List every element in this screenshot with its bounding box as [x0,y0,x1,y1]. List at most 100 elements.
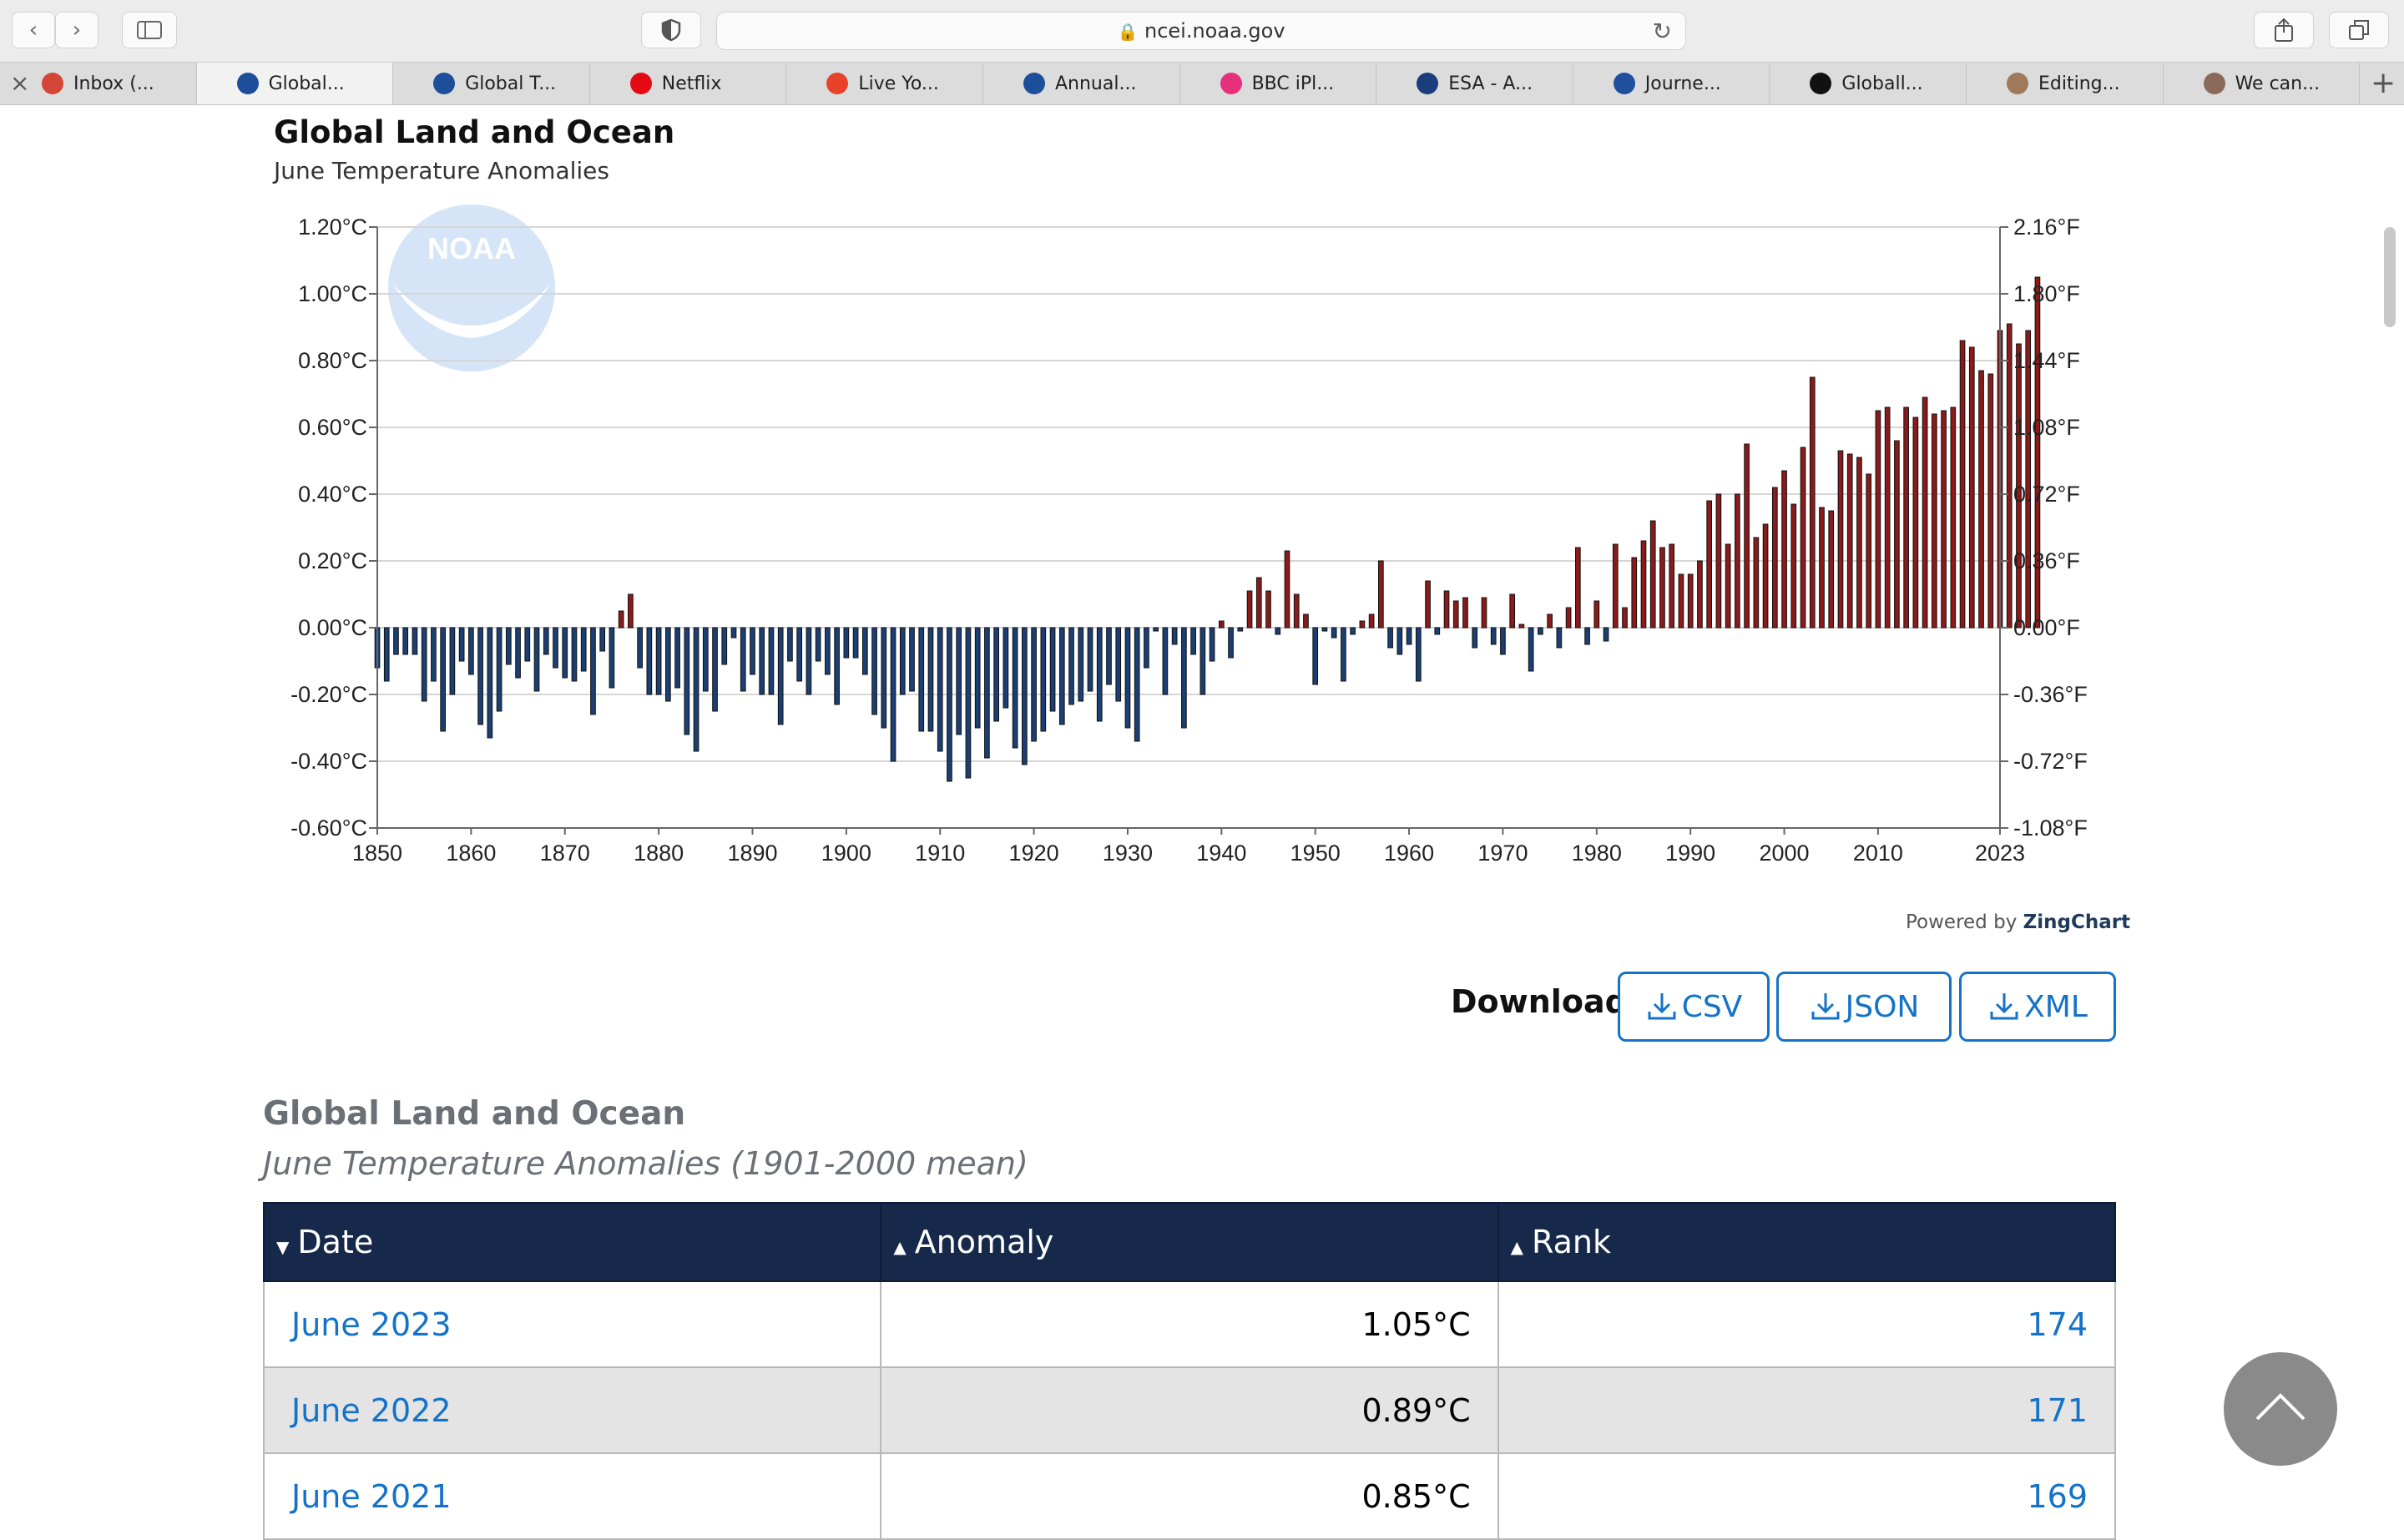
noaa-logo-watermark: NOAA [388,204,555,371]
date-column-header[interactable]: ▼ Date [262,1202,882,1282]
browser-tab[interactable]: × Inbox (... [0,63,197,104]
download-csv-button[interactable]: CSV [1618,972,1770,1042]
bar [1528,627,1534,672]
bar [637,627,643,669]
bar [2016,343,2022,629]
bar [1518,624,1525,629]
bar [777,627,784,725]
new-tab-icon[interactable]: + [2371,66,2396,100]
bar [1378,560,1384,629]
browser-tab[interactable]: We can... [2164,63,2361,104]
reload-icon[interactable]: ↻ [1652,18,1672,45]
bar [787,627,793,662]
x-tick-label: 1890 [727,841,777,866]
rank-column-header[interactable]: ▲︎ Rank [1497,1202,2117,1282]
favicon-icon [1023,73,1045,94]
rank-link[interactable]: 169 [1497,1452,2117,1540]
y-tick-label-left: 0.20°C [298,548,367,573]
browser-tab[interactable]: Annual... [983,63,1180,104]
download-icon [1811,993,1840,1020]
rank-link[interactable]: 174 [1497,1280,2117,1368]
x-tick-label: 1930 [1103,841,1153,866]
bar [1846,453,1853,629]
bar [1809,376,1816,629]
bar [1049,627,1056,712]
download-json-button[interactable]: JSON [1776,972,1952,1042]
close-tab-icon[interactable]: × [10,69,30,97]
browser-tab[interactable]: Editing... [1967,63,2164,104]
bar [1255,577,1262,629]
y-tick-label-left: 0.00°C [298,615,367,640]
rank-link[interactable]: 171 [1497,1366,2117,1454]
bar [1735,493,1740,629]
sidebar-button[interactable] [122,12,177,48]
back-button[interactable]: ‹ [12,12,55,48]
chevron-left-icon: ‹ [28,18,38,43]
browser-tab[interactable]: Netflix [590,63,787,104]
download-xml-button[interactable]: XML [1959,972,2116,1042]
bar [646,627,653,695]
bar [909,627,915,692]
bar [1068,627,1074,705]
bar [1124,627,1131,729]
browser-tab[interactable]: Global T... [393,63,590,104]
download-label: Download: [1451,983,1640,1020]
bar [740,627,746,692]
browser-tab[interactable]: Live Yo... [786,63,983,104]
bar [1265,590,1271,629]
bar [843,627,850,659]
tab-label: Netflix [661,73,722,94]
table-title: Global Land and Ocean [263,1095,686,1133]
bar [1040,627,1047,732]
bar [1218,620,1225,629]
x-tick-label: 1940 [1196,841,1246,866]
page-scrollbar[interactable] [2384,227,2396,327]
date-link[interactable]: June 2021 [262,1452,882,1540]
scroll-to-top-button[interactable] [2224,1352,2337,1466]
bar [1481,597,1487,629]
bar [580,627,587,672]
anomaly-column-header[interactable]: ▲︎ Anomaly [880,1202,1499,1282]
sort-icon: ▲︎ [1510,1237,1524,1257]
bar [1790,503,1797,629]
tabs-icon [2349,20,2369,40]
bar [730,627,737,639]
bar [890,627,896,762]
bar [1669,543,1675,629]
browser-tab[interactable]: BBC iPl... [1180,63,1377,104]
bar [1640,540,1647,629]
x-tick-label: 1900 [821,841,871,866]
address-bar[interactable]: 🔒 ncei.noaa.gov ↻ [716,12,1686,50]
bar [1903,406,1909,629]
powered-by-zingchart[interactable]: Powered by ZingChart [1906,911,2131,933]
date-link[interactable]: June 2022 [262,1366,882,1454]
bar [1875,410,1881,629]
bar [543,627,549,655]
share-button[interactable] [2254,12,2314,48]
bar [1509,593,1516,629]
browser-tab[interactable]: Global... [196,63,394,104]
bar [1331,627,1337,639]
bar [1144,627,1149,669]
date-link[interactable]: June 2023 [262,1280,882,1368]
anomaly-value: 0.85°C [880,1452,1499,1540]
bar [1922,396,1928,629]
privacy-button[interactable] [641,12,701,48]
bar [1190,627,1196,655]
bar [1171,627,1178,645]
browser-tab[interactable]: ESA - A... [1376,63,1573,104]
bar [402,627,409,655]
x-tick-label: 1950 [1290,841,1341,866]
chevron-up-icon [2255,1393,2306,1421]
bar [1246,590,1253,629]
tab-label: Live Yo... [858,73,939,94]
forward-button[interactable]: › [55,12,98,48]
bar [1753,537,1760,629]
tab-overview-button[interactable] [2329,12,2389,48]
bar [487,627,493,739]
browser-tab[interactable]: Journe... [1573,63,1770,104]
browser-tab[interactable]: Globall... [1770,63,1967,104]
bar [2006,323,2013,629]
bar [1631,557,1638,629]
sidebar-icon [137,21,162,39]
